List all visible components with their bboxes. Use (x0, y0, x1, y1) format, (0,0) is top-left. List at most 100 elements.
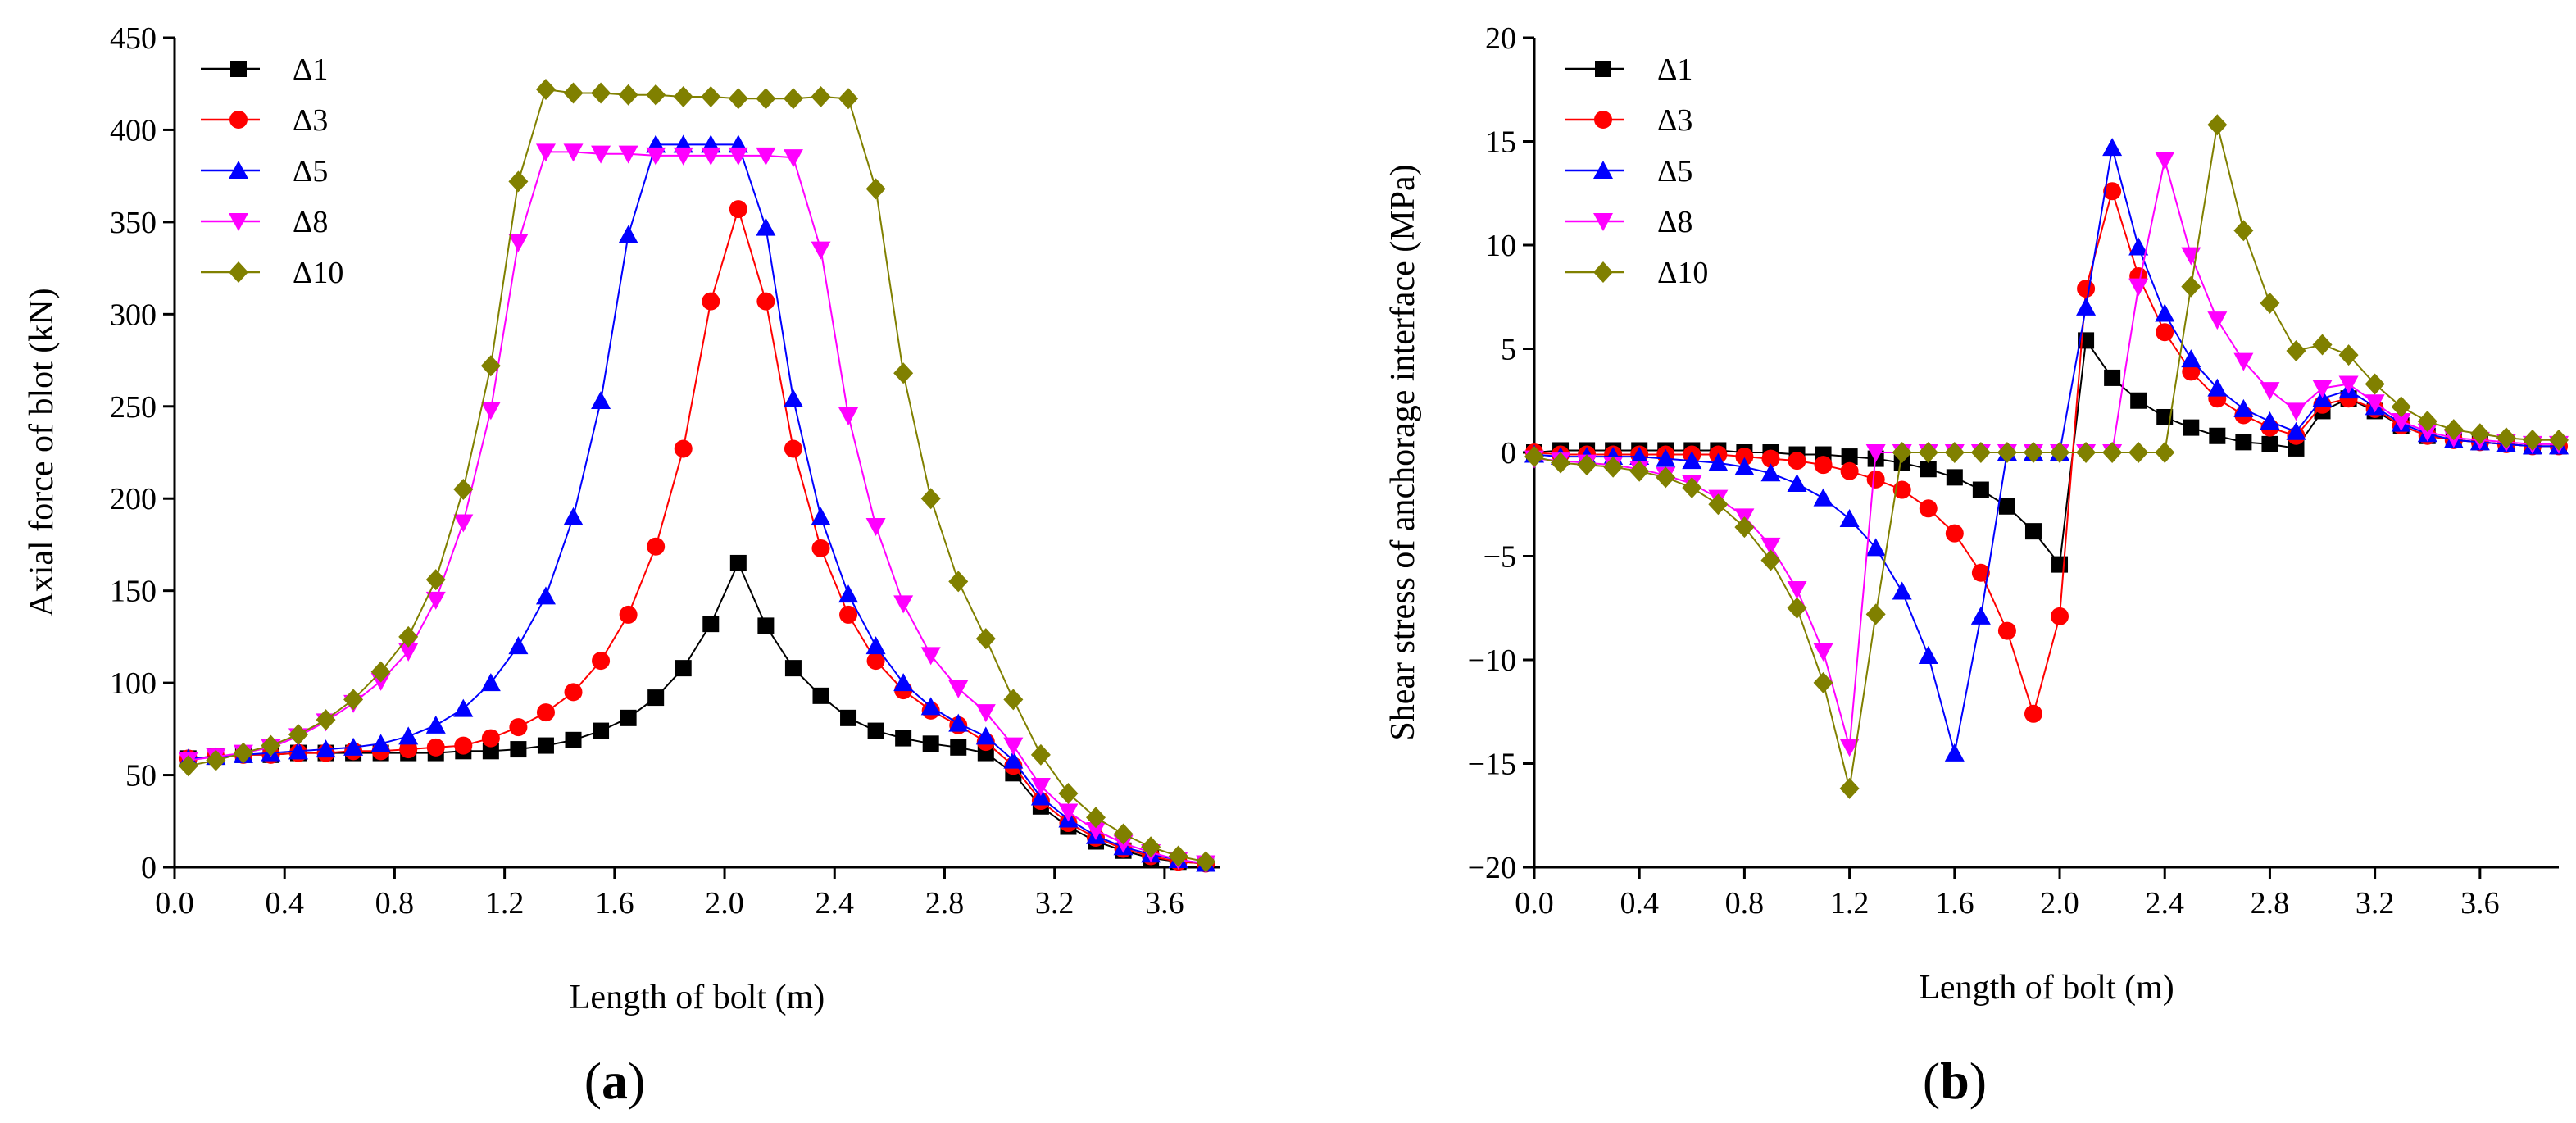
x-tick-label: 3.6 (2460, 886, 2500, 921)
data-point (288, 741, 308, 760)
chart-a-axial-force: 0.0 0.4 0.8 1.2 1.6 2.0 2.4 2.8 3.2 3.6 0 50 100 150 2… (23, 21, 1220, 1016)
data-point (948, 713, 969, 732)
data-point (975, 704, 996, 723)
data-point (563, 507, 584, 525)
data-point (343, 737, 364, 756)
x-tick-label: 2.0 (2040, 886, 2079, 921)
data-point (2260, 382, 2280, 401)
x-axis-label: Length of bolt (m) (1919, 969, 2174, 1007)
x-axis-label: Length of bolt (m) (570, 979, 825, 1016)
y-tick-label: −5 (1483, 540, 1516, 575)
data-point (2496, 427, 2516, 449)
data-point (2181, 275, 2201, 298)
x-tick-label: 0.4 (265, 886, 304, 921)
x-tick-label: 0.8 (375, 886, 415, 921)
data-point (2207, 114, 2228, 136)
data-point (1813, 671, 1833, 693)
legend-marker (229, 261, 248, 283)
data-point (508, 636, 529, 655)
data-point (2286, 421, 2306, 440)
data-point (2261, 435, 2278, 452)
data-point (1997, 621, 2016, 640)
x-tick-label: 1.2 (485, 886, 525, 921)
data-point (702, 292, 720, 311)
x-tick-label: 3.2 (2356, 886, 2395, 921)
legend-marker (1593, 261, 1613, 283)
y-tick-label: 15 (1485, 125, 1516, 160)
data-point (592, 652, 611, 671)
data-point (756, 292, 775, 311)
data-point (1086, 807, 1106, 829)
y-tick-label: 10 (1485, 229, 1516, 263)
y-axis-label: Shear stress of anchorage interface (MPa… (1384, 164, 1422, 740)
data-point (618, 145, 638, 164)
data-point (2338, 344, 2359, 366)
series-4 (178, 78, 1216, 873)
data-point (865, 517, 886, 536)
data-point (1629, 447, 1650, 466)
y-tick-label: 20 (1485, 21, 1516, 56)
data-point (1708, 493, 1729, 516)
data-point (1865, 538, 1886, 557)
data-point (2260, 411, 2280, 430)
data-point (2181, 247, 2201, 266)
data-point (1113, 823, 1134, 845)
data-point (1003, 737, 1024, 756)
data-point (2155, 303, 2175, 322)
data-point (2365, 394, 2385, 413)
data-point (2207, 378, 2228, 397)
x-tick-label: 2.4 (816, 886, 855, 921)
data-point (2288, 439, 2305, 457)
data-point (865, 636, 886, 655)
data-point (1030, 743, 1051, 766)
data-point (454, 736, 473, 755)
data-point (426, 738, 445, 757)
data-point (618, 84, 638, 106)
x-tick-label: 1.2 (1830, 886, 1870, 921)
data-point (1840, 461, 1859, 480)
data-point (178, 755, 198, 777)
data-point (591, 391, 611, 410)
x-tick-label: 0.4 (1620, 886, 1659, 921)
data-point (1970, 442, 1991, 463)
data-point (1918, 442, 1938, 463)
data-point (1945, 524, 1964, 543)
data-point (647, 537, 666, 556)
data-point (893, 362, 914, 384)
y-tick-label: 0 (141, 851, 157, 885)
data-point (1919, 499, 1938, 518)
data-point (2181, 349, 2201, 368)
series-line (188, 561, 1206, 865)
legend-marker (229, 213, 248, 231)
data-point (646, 84, 666, 106)
legend-label: Δ5 (293, 154, 328, 189)
data-point (1944, 743, 1965, 762)
data-point (865, 178, 886, 200)
data-point (2233, 220, 2254, 242)
y-tick-label: 150 (110, 575, 157, 609)
data-point (619, 605, 638, 624)
data-point (2128, 278, 2149, 297)
legend-label: Δ8 (293, 205, 328, 239)
data-point (2102, 138, 2123, 157)
series-line (188, 206, 1206, 865)
data-point (2417, 411, 2437, 433)
data-point (398, 625, 419, 648)
data-point (535, 78, 556, 100)
data-point (1839, 508, 1860, 527)
x-tick-label: 1.6 (1935, 886, 1974, 921)
x-tick-label: 2.8 (925, 886, 965, 921)
series-line (1533, 338, 2559, 567)
data-point (893, 673, 914, 692)
x-tick-label: 3.2 (1035, 886, 1074, 921)
legend-marker (1593, 213, 1613, 231)
data-point (1998, 498, 2015, 515)
y-tick-label: 300 (110, 298, 157, 332)
x-tick-label: 3.6 (1145, 886, 1184, 921)
data-point (1997, 442, 2017, 463)
data-point (922, 735, 939, 752)
legend-label: Δ1 (1657, 52, 1692, 87)
data-point (2260, 292, 2280, 314)
data-point (453, 478, 474, 500)
